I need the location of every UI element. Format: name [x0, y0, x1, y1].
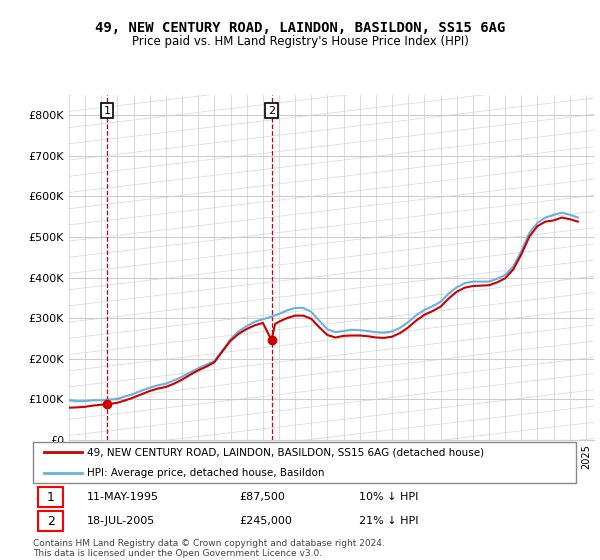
FancyBboxPatch shape [38, 511, 63, 531]
Text: 18-JUL-2005: 18-JUL-2005 [88, 516, 155, 526]
Text: 10% ↓ HPI: 10% ↓ HPI [359, 492, 418, 502]
Text: 21% ↓ HPI: 21% ↓ HPI [359, 516, 418, 526]
Text: 49, NEW CENTURY ROAD, LAINDON, BASILDON, SS15 6AG: 49, NEW CENTURY ROAD, LAINDON, BASILDON,… [95, 21, 505, 35]
Text: HPI: Average price, detached house, Basildon: HPI: Average price, detached house, Basi… [88, 468, 325, 478]
Text: Price paid vs. HM Land Registry's House Price Index (HPI): Price paid vs. HM Land Registry's House … [131, 35, 469, 48]
FancyBboxPatch shape [33, 442, 576, 483]
Text: 1: 1 [47, 491, 55, 504]
FancyBboxPatch shape [38, 487, 63, 507]
Text: £87,500: £87,500 [239, 492, 285, 502]
Text: 2: 2 [47, 515, 55, 528]
Text: 49, NEW CENTURY ROAD, LAINDON, BASILDON, SS15 6AG (detached house): 49, NEW CENTURY ROAD, LAINDON, BASILDON,… [88, 447, 484, 458]
Text: 2: 2 [268, 106, 275, 116]
Text: 11-MAY-1995: 11-MAY-1995 [88, 492, 160, 502]
Text: 1: 1 [104, 106, 110, 116]
Text: £245,000: £245,000 [239, 516, 292, 526]
Text: Contains HM Land Registry data © Crown copyright and database right 2024.
This d: Contains HM Land Registry data © Crown c… [33, 539, 385, 558]
